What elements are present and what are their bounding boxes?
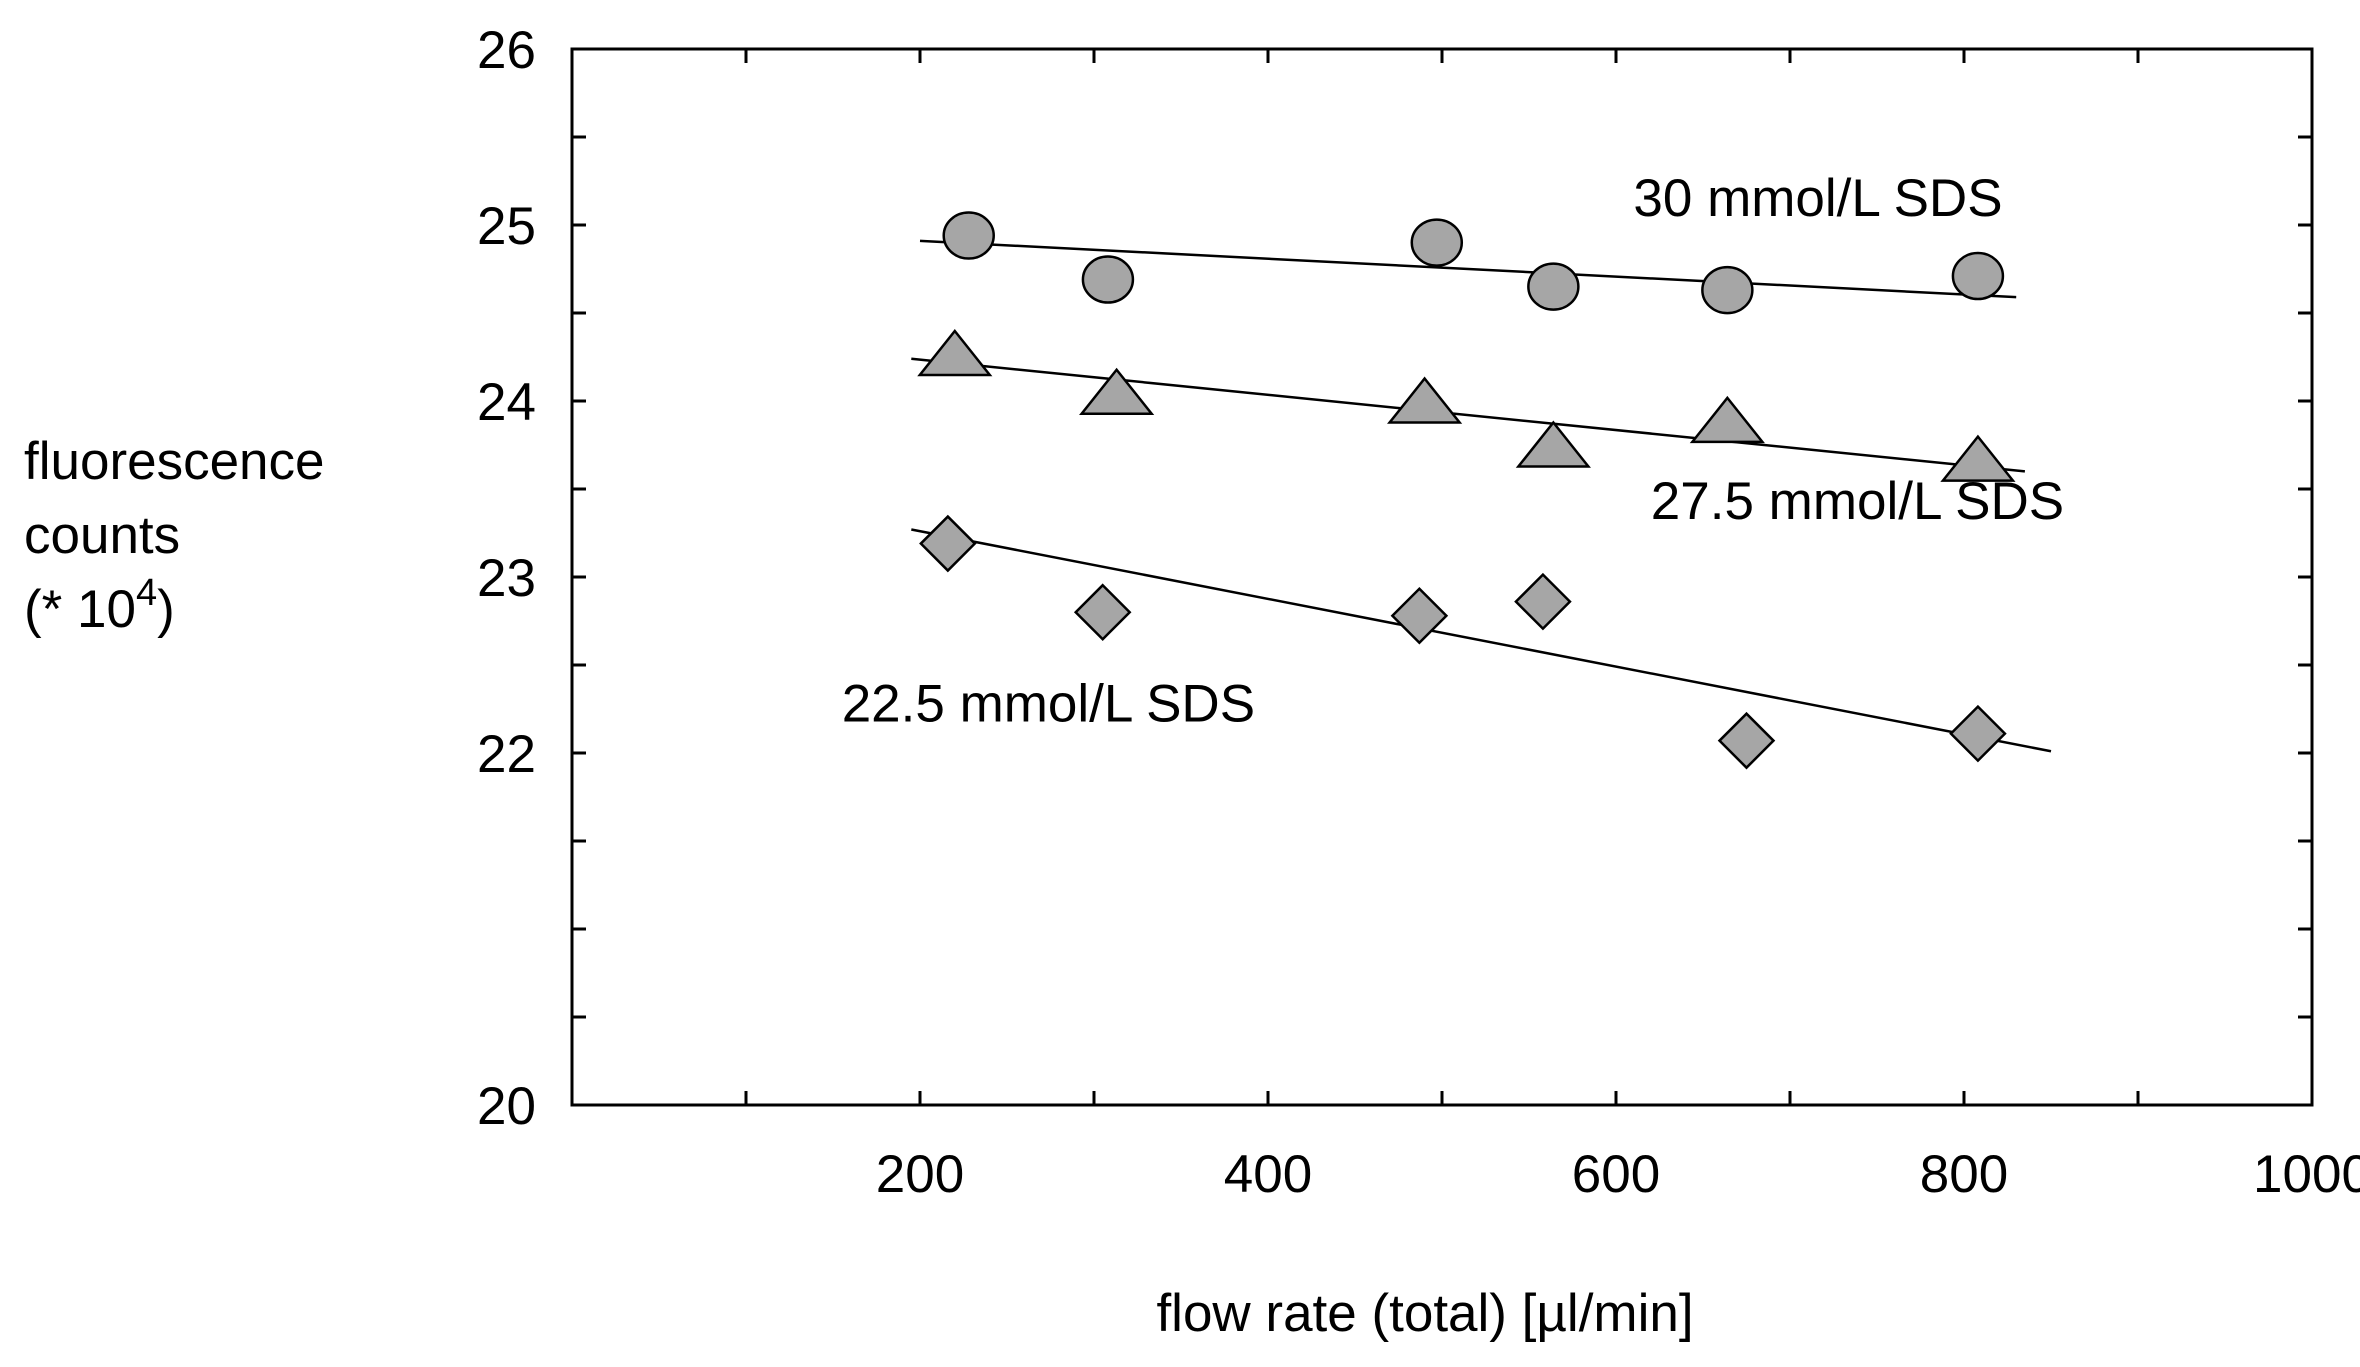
y-axis-label-line3-suffix: ) [157,580,175,639]
fit-lines [911,239,2052,753]
fit-line [911,528,2052,753]
data-point-triangle [1387,376,1463,424]
x-tick-label: 800 [1920,1145,2008,1204]
data-markers [917,211,2016,770]
series-annotation: 22.5 mmol/L SDS [842,674,1255,733]
y-axis-label-line1: fluorescence [24,432,325,491]
x-tick-label: 600 [1572,1145,1660,1204]
x-tick-label: 400 [1224,1145,1312,1204]
x-tick-label: 200 [876,1145,964,1204]
y-tick-label: 20 [477,1077,536,1136]
x-tick-label: 1000 [2253,1145,2360,1204]
y-axis-label-line2: counts [24,506,181,565]
y-tick-label: 26 [477,21,536,80]
tick-labels: 20 22 23 24 25 26 200 400 600 800 1000 [477,21,2360,1204]
data-point-circle [1081,255,1135,304]
y-tick-label: 23 [477,549,536,608]
data-point-diamond [1949,704,2007,763]
data-point-diamond [1073,583,1132,641]
data-point-triangle [1689,395,1765,444]
data-point-diamond [1390,586,1449,645]
data-point-circle [1527,262,1580,311]
plot-frame [570,47,2314,1107]
data-point-triangle [1079,367,1155,415]
fit-line [919,239,2017,299]
series-annotation: 27.5 mmol/L SDS [1651,472,2064,531]
series-annotation: 30 mmol/L SDS [1633,169,2002,228]
data-point-triangle [1940,434,2016,482]
data-point-circle [1951,251,2005,301]
data-point-triangle [917,328,993,377]
data-point-diamond [1514,572,1572,631]
y-axis-label: fluorescence counts (* 104) [24,425,325,647]
data-point-circle [942,211,995,260]
x-axis-label: flow rate (total) [µl/min] [1156,1284,1693,1343]
data-point-diamond [1717,711,1776,770]
data-point-diamond [919,514,977,573]
data-point-circle [1701,265,1754,315]
data-point-circle [1410,218,1464,267]
y-axis-label-exponent: 4 [135,572,158,614]
y-tick-label: 22 [477,725,536,784]
y-axis-label-line3-prefix: (* 10 [24,580,136,639]
y-axis-label-line3: (* 104) [24,573,325,647]
axis-ticks [572,47,2314,1107]
y-tick-label: 25 [477,197,536,256]
data-point-triangle [1515,420,1591,468]
series-annotations: 30 mmol/L SDS 27.5 mmol/L SDS 22.5 mmol/L … [842,169,2064,733]
y-tick-label: 24 [477,373,536,432]
fit-line [911,357,2026,473]
